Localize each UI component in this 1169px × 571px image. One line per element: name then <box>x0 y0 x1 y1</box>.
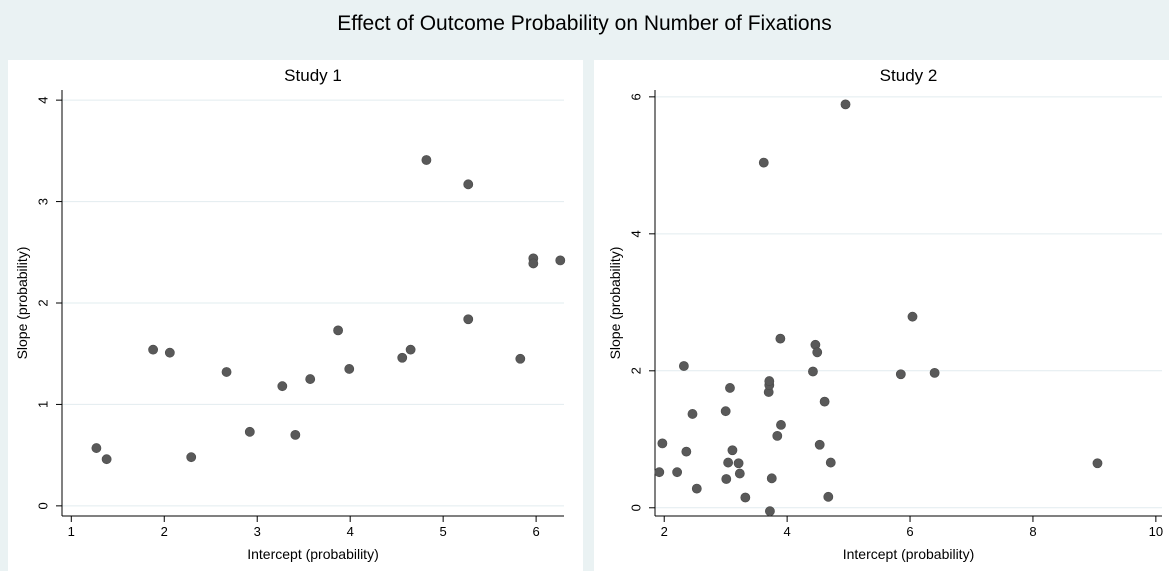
data-point <box>91 443 102 453</box>
y-tick-label: 2 <box>35 299 50 306</box>
data-point <box>758 157 769 168</box>
data-point <box>421 155 432 165</box>
x-tick-label: 2 <box>661 524 668 539</box>
y-tick-label: 2 <box>628 367 643 374</box>
figure-title: Effect of Outcome Probability on Number … <box>337 12 832 35</box>
data-point <box>929 367 940 378</box>
data-point <box>740 492 751 503</box>
data-point <box>397 352 408 363</box>
data-point <box>164 347 175 358</box>
data-point <box>720 406 731 417</box>
data-point <box>823 491 834 502</box>
data-point <box>734 468 745 479</box>
y-tick-label: 3 <box>35 198 50 205</box>
data-point <box>1092 458 1103 469</box>
y-tick-label: 4 <box>628 230 643 237</box>
data-point <box>765 506 775 517</box>
panel-2-title: Study 2 <box>880 66 938 85</box>
data-point <box>840 99 851 110</box>
y-axis-label: Slope (probability) <box>607 247 623 360</box>
x-tick-label: 4 <box>784 524 791 539</box>
y-axis-label: Slope (probability) <box>14 247 30 360</box>
data-point <box>808 366 818 377</box>
panel-2-background <box>594 60 1169 571</box>
data-point <box>766 473 777 484</box>
data-point <box>344 364 355 374</box>
data-point <box>775 333 786 344</box>
data-point <box>305 374 316 384</box>
data-point <box>764 376 775 386</box>
panel-1-title: Study 1 <box>284 66 342 85</box>
data-point <box>657 438 668 449</box>
data-point <box>290 429 301 440</box>
data-point <box>819 396 830 407</box>
data-point <box>186 452 197 463</box>
data-point <box>654 467 665 478</box>
data-point <box>463 179 474 190</box>
x-tick-label: 3 <box>254 524 261 539</box>
data-point <box>333 325 343 336</box>
data-point <box>727 445 738 456</box>
y-tick-label: 6 <box>628 93 643 100</box>
data-point <box>825 457 836 468</box>
x-axis-label: Intercept (probability) <box>247 546 379 562</box>
data-point <box>776 420 786 430</box>
data-point <box>681 446 692 457</box>
data-point <box>672 467 683 478</box>
data-point <box>907 311 918 322</box>
data-point <box>101 454 112 465</box>
y-tick-label: 1 <box>35 401 50 408</box>
data-point <box>721 474 732 484</box>
data-point <box>221 367 232 377</box>
data-point <box>528 258 539 269</box>
x-tick-label: 6 <box>532 524 539 539</box>
x-tick-label: 2 <box>161 524 168 539</box>
y-tick-label: 0 <box>628 504 643 511</box>
data-point <box>555 255 566 266</box>
data-point <box>772 430 783 441</box>
y-tick-label: 4 <box>35 97 50 104</box>
x-tick-label: 1 <box>68 524 75 539</box>
data-point <box>687 409 698 419</box>
data-point <box>814 439 825 450</box>
data-point <box>244 426 255 437</box>
data-point <box>678 361 689 371</box>
x-tick-label: 4 <box>347 524 354 539</box>
data-point <box>723 457 734 468</box>
x-tick-label: 8 <box>1029 524 1036 539</box>
panel-1-background <box>8 60 583 571</box>
y-tick-label: 0 <box>35 502 50 509</box>
data-point <box>725 383 735 393</box>
data-point <box>277 381 288 392</box>
data-point <box>148 344 159 355</box>
data-point <box>691 483 702 494</box>
x-tick-label: 6 <box>906 524 913 539</box>
x-axis-label: Intercept (probability) <box>843 546 975 562</box>
data-point <box>733 458 744 469</box>
x-tick-label: 5 <box>440 524 447 539</box>
data-point <box>405 344 416 355</box>
data-point <box>463 314 474 325</box>
x-tick-label: 10 <box>1149 524 1163 539</box>
data-point <box>812 347 823 358</box>
data-point <box>515 353 526 364</box>
data-point <box>895 369 906 380</box>
